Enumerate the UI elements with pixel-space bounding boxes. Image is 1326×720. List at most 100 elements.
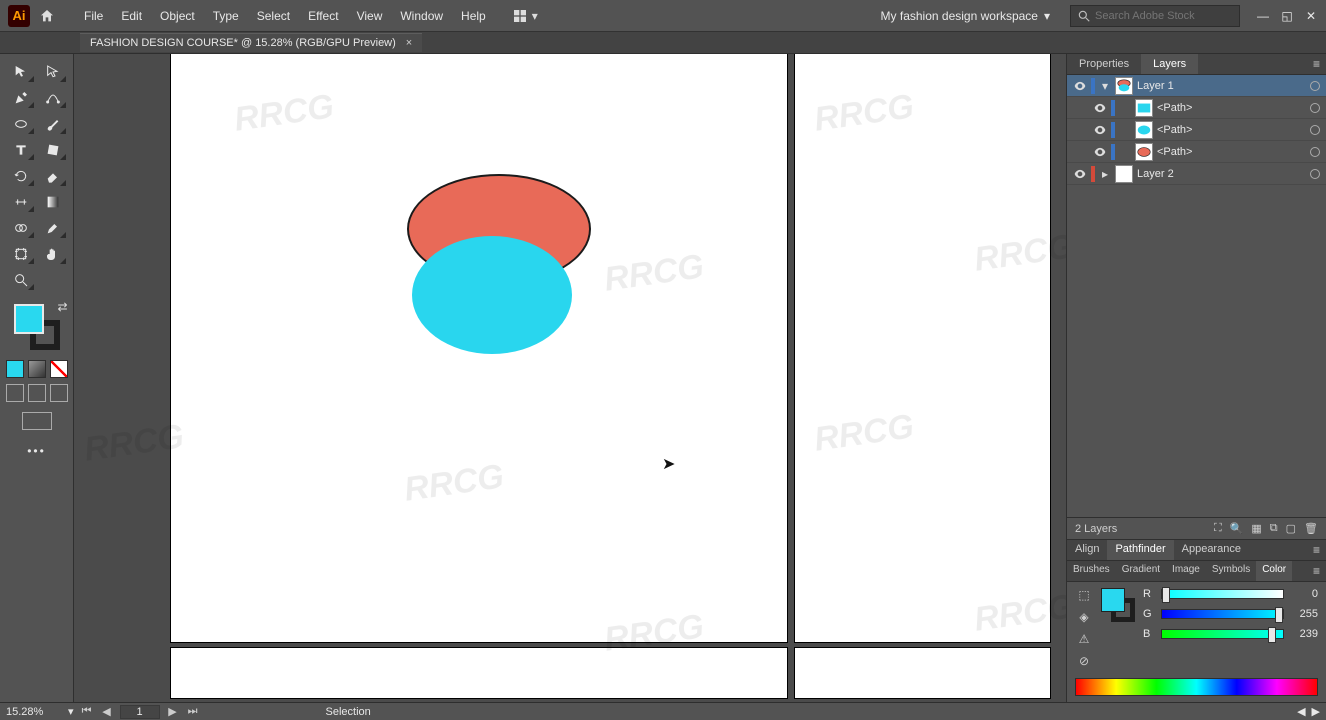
locate-object-icon[interactable]: ⛶ — [1214, 522, 1222, 535]
prev-artboard-icon[interactable]: ◀ — [100, 705, 114, 718]
visibility-toggle-icon[interactable] — [1093, 145, 1107, 159]
panel-menu-icon[interactable]: ≡ — [1307, 54, 1326, 74]
selection-tool[interactable] — [6, 60, 36, 84]
screen-mode-icon[interactable] — [22, 412, 52, 430]
slider-thumb[interactable] — [1268, 627, 1276, 643]
slider-value[interactable]: 239 — [1290, 628, 1318, 640]
artboard-number[interactable]: 1 — [120, 705, 160, 719]
swap-fill-stroke-icon[interactable]: ⇄ — [57, 300, 67, 314]
gradient-tool[interactable] — [38, 190, 68, 214]
target-icon[interactable] — [1310, 125, 1320, 135]
tab-appearance[interactable]: Appearance — [1174, 540, 1249, 560]
document-tab[interactable]: FASHION DESIGN COURSE* @ 15.28% (RGB/GPU… — [80, 33, 422, 52]
home-icon[interactable] — [36, 5, 58, 27]
tab-layers[interactable]: Layers — [1141, 54, 1198, 74]
tab-image[interactable]: Image — [1166, 561, 1206, 581]
layer-row[interactable]: <Path> — [1067, 141, 1326, 163]
tab-align[interactable]: Align — [1067, 540, 1107, 560]
target-icon[interactable] — [1310, 103, 1320, 113]
eyedropper-tool[interactable] — [38, 216, 68, 240]
visibility-toggle-icon[interactable] — [1073, 79, 1087, 93]
slider-thumb[interactable] — [1162, 587, 1170, 603]
slider-track[interactable] — [1161, 609, 1284, 619]
fill-stroke-swatches[interactable]: ⇄ — [14, 304, 60, 350]
visibility-toggle-icon[interactable] — [1093, 101, 1107, 115]
cube-icon[interactable]: ⬚ — [1078, 588, 1089, 602]
target-icon[interactable] — [1310, 147, 1320, 157]
layer-row[interactable]: ▾ Layer 1 — [1067, 75, 1326, 97]
rotate-tool[interactable] — [6, 164, 36, 188]
slider-r[interactable]: R 0 — [1143, 588, 1318, 600]
new-layer-icon[interactable]: ▢ — [1286, 522, 1296, 535]
tab-properties[interactable]: Properties — [1067, 54, 1141, 74]
menu-view[interactable]: View — [349, 5, 391, 27]
tab-pathfinder[interactable]: Pathfinder — [1107, 540, 1173, 560]
curvature-tool[interactable] — [38, 86, 68, 110]
direct-selection-tool[interactable] — [38, 60, 68, 84]
type-tool[interactable] — [6, 138, 36, 162]
visibility-toggle-icon[interactable] — [1073, 167, 1087, 181]
3d-icon[interactable]: ◈ — [1079, 610, 1088, 624]
artboard-tool[interactable] — [6, 242, 36, 266]
panel-menu-icon[interactable]: ≡ — [1307, 540, 1326, 560]
color-mode-gradient[interactable] — [28, 360, 46, 378]
zoom-tool[interactable] — [6, 268, 36, 292]
menu-effect[interactable]: Effect — [300, 5, 346, 27]
menu-object[interactable]: Object — [152, 5, 203, 27]
pen-tool[interactable] — [6, 86, 36, 110]
layer-row[interactable]: ▸ Layer 2 — [1067, 163, 1326, 185]
tab-gradient[interactable]: Gradient — [1116, 561, 1166, 581]
menu-type[interactable]: Type — [205, 5, 247, 27]
menu-edit[interactable]: Edit — [113, 5, 150, 27]
target-icon[interactable] — [1310, 169, 1320, 179]
eraser-tool[interactable] — [38, 164, 68, 188]
draw-behind-icon[interactable] — [28, 384, 46, 402]
slider-track[interactable] — [1161, 589, 1284, 599]
target-icon[interactable] — [1310, 81, 1320, 91]
slider-b[interactable]: B 239 — [1143, 628, 1318, 640]
search-layers-icon[interactable]: 🔍 — [1230, 522, 1244, 535]
delete-layer-icon[interactable]: 🗑 — [1304, 522, 1318, 535]
color-fill-stroke[interactable] — [1101, 588, 1135, 622]
edit-toolbar-icon[interactable]: ••• — [27, 444, 46, 458]
panel-menu-icon[interactable]: ≡ — [1307, 561, 1326, 581]
draw-normal-icon[interactable] — [6, 384, 24, 402]
color-mode-solid[interactable] — [6, 360, 24, 378]
tab-symbols[interactable]: Symbols — [1206, 561, 1256, 581]
maximize-button[interactable]: ◱ — [1280, 9, 1294, 23]
width-tool[interactable] — [6, 190, 36, 214]
search-box[interactable] — [1070, 5, 1240, 27]
warn-icon[interactable]: ⚠ — [1079, 632, 1090, 646]
menu-file[interactable]: File — [76, 5, 111, 27]
none-icon[interactable]: ⊘ — [1079, 654, 1089, 668]
expand-toggle-icon[interactable]: ▸ — [1099, 167, 1111, 181]
ellipse-tool[interactable] — [6, 112, 36, 136]
scroll-left-icon[interactable]: ◀ — [1297, 705, 1305, 718]
slider-thumb[interactable] — [1275, 607, 1283, 623]
hand-tool[interactable] — [38, 242, 68, 266]
minimize-button[interactable]: — — [1256, 9, 1270, 23]
layer-row[interactable]: <Path> — [1067, 119, 1326, 141]
slider-value[interactable]: 0 — [1290, 588, 1318, 600]
first-artboard-icon[interactable]: ⏮ — [80, 705, 94, 718]
shape-builder-tool[interactable] — [6, 216, 36, 240]
last-artboard-icon[interactable]: ⏭ — [186, 705, 200, 718]
search-input[interactable] — [1095, 10, 1225, 22]
menu-select[interactable]: Select — [249, 5, 298, 27]
close-tab-icon[interactable]: × — [406, 37, 412, 49]
canvas[interactable]: ➤ RRCG RRCG RRCG RRCG RRCG RRCG RRCG RRC… — [74, 54, 1066, 702]
zoom-dropdown-icon[interactable]: ▾ — [68, 705, 74, 718]
menu-help[interactable]: Help — [453, 5, 494, 27]
layer-row[interactable]: <Path> — [1067, 97, 1326, 119]
shaper-tool[interactable] — [38, 138, 68, 162]
tab-brushes[interactable]: Brushes — [1067, 561, 1116, 581]
paintbrush-tool[interactable] — [38, 112, 68, 136]
close-button[interactable]: ✕ — [1304, 9, 1318, 23]
make-clip-icon[interactable]: ▦ — [1251, 522, 1261, 535]
color-spectrum[interactable] — [1075, 678, 1318, 696]
menu-window[interactable]: Window — [392, 5, 451, 27]
slider-g[interactable]: G 255 — [1143, 608, 1318, 620]
next-artboard-icon[interactable]: ▶ — [166, 705, 180, 718]
arrange-docs-icon[interactable]: ▾ — [512, 8, 538, 24]
expand-toggle-icon[interactable]: ▾ — [1099, 79, 1111, 93]
